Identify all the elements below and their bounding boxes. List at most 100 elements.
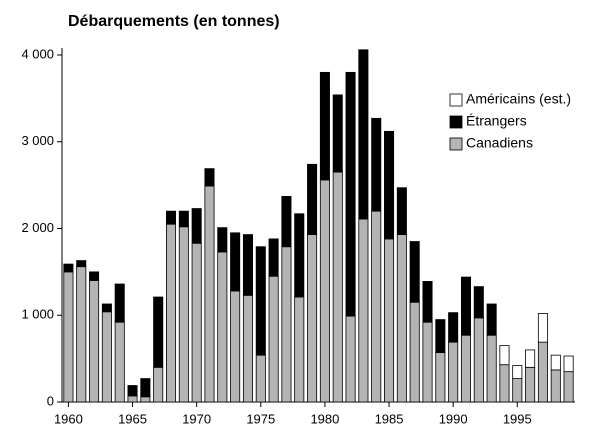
bar-segment <box>537 313 548 343</box>
bar-segment <box>422 281 433 323</box>
bar-segment <box>281 196 292 248</box>
bar-segment <box>460 334 472 403</box>
bar-segment <box>396 234 407 403</box>
legend-label: Canadiens <box>466 135 533 151</box>
bar-segment <box>294 296 305 403</box>
y-tick-label: 3 000 <box>21 133 54 148</box>
bar-segment <box>448 341 459 403</box>
bar-segment <box>242 234 253 296</box>
y-tick-label: 2 000 <box>21 220 54 235</box>
bar-segment <box>319 179 330 403</box>
bar-segment <box>165 223 177 403</box>
bar-segment <box>217 251 228 403</box>
bar-segment <box>307 234 318 403</box>
bar-segment <box>319 71 330 181</box>
bar-segment <box>460 276 472 336</box>
bar-segment <box>255 246 266 356</box>
bar-segment <box>89 271 100 281</box>
bar-segment <box>281 246 292 403</box>
bar-segment <box>499 345 510 366</box>
bar-segment <box>332 94 343 173</box>
bar-segment <box>127 385 138 397</box>
bar-segment <box>153 366 164 403</box>
y-tick-label: 1 000 <box>21 307 54 322</box>
x-tick-label: 1995 <box>503 411 532 426</box>
x-tick-label: 1985 <box>375 411 404 426</box>
bar-segment <box>473 317 484 403</box>
bar-segment <box>268 238 279 277</box>
bar-segment <box>345 71 356 317</box>
bar-segment <box>396 187 407 235</box>
bar-segment <box>230 232 241 292</box>
bar-segment <box>217 227 228 253</box>
bar-segment <box>525 349 536 368</box>
bar-segment <box>191 208 202 244</box>
bar-segment <box>499 364 510 403</box>
bar-segment <box>422 321 433 403</box>
bar-segment <box>230 290 241 403</box>
bar-segment <box>409 301 420 403</box>
legend-swatch <box>449 115 463 129</box>
bar-segment <box>358 218 369 403</box>
chart-title: Débarquements (en tonnes) <box>68 13 280 30</box>
bar-segment <box>76 266 87 403</box>
bar-segment <box>537 341 548 403</box>
bar-segment <box>127 395 138 403</box>
bar-segment <box>409 241 420 303</box>
bar-segment <box>242 294 253 403</box>
bar-segment <box>473 286 484 319</box>
bar-segment <box>63 263 74 273</box>
bar-segment <box>307 163 318 235</box>
bar-segment <box>448 312 459 343</box>
bar-segment <box>345 315 356 403</box>
bar-segment <box>178 226 189 403</box>
bar-segment <box>191 242 202 403</box>
bar-segment <box>204 168 215 187</box>
bar-segment <box>371 210 382 403</box>
legend-label: Américains (est.) <box>466 91 571 107</box>
x-tick-label: 1970 <box>182 411 211 426</box>
bar-segment <box>294 213 305 298</box>
bar-segment <box>563 355 574 373</box>
legend-swatch <box>449 137 463 151</box>
bar-segment <box>114 321 125 403</box>
bar-segment <box>140 396 151 403</box>
bar-segment <box>435 319 446 353</box>
bar-segment <box>486 334 497 403</box>
bar-segment <box>76 260 87 268</box>
bar-segment <box>63 271 74 403</box>
bar-segment <box>525 366 536 403</box>
bar-segment <box>435 352 446 403</box>
bar-segment <box>332 171 343 403</box>
bar-segment <box>384 130 395 240</box>
bar-segment <box>563 371 574 403</box>
bar-segment <box>512 378 523 403</box>
bar-segment <box>255 354 266 403</box>
bar-segment <box>384 238 395 403</box>
bar-segment <box>101 303 112 313</box>
bar-segment <box>101 311 112 403</box>
x-tick-label: 1975 <box>246 411 275 426</box>
bar-segment <box>114 283 125 323</box>
bar-segment <box>140 378 151 398</box>
legend-swatch <box>449 93 463 107</box>
bar-segment <box>550 354 561 371</box>
y-tick-label: 4 000 <box>21 46 54 61</box>
bar-segment <box>89 280 100 403</box>
bar-segment <box>268 275 279 403</box>
x-tick-label: 1980 <box>310 411 339 426</box>
bar-segment <box>486 303 497 336</box>
bar-segment <box>204 185 215 403</box>
bar-segment <box>153 296 164 368</box>
legend-label: Étrangers <box>466 113 527 129</box>
bar-segment <box>165 210 177 225</box>
x-tick-label: 1960 <box>54 411 83 426</box>
x-tick-label: 1965 <box>118 411 147 426</box>
bar-segment <box>358 49 369 220</box>
bar-segment <box>178 210 189 228</box>
bar-segment <box>512 365 523 379</box>
bar-segment <box>550 369 561 403</box>
bar-segment <box>371 117 382 212</box>
